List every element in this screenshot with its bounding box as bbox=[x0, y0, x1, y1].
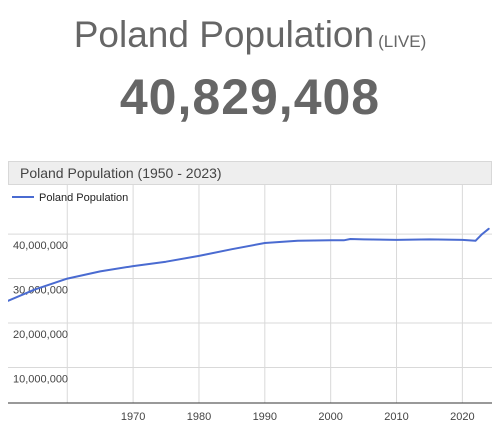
population-counter: 40,829,408 bbox=[119, 69, 381, 125]
y-tick-label: 10,000,000 bbox=[13, 373, 68, 385]
chart-title-bar: Poland Population (1950 - 2023) bbox=[8, 161, 492, 185]
x-tick-label: 2020 bbox=[450, 411, 474, 423]
page-header: Poland Population (LIVE) 40,829,408 bbox=[0, 0, 500, 150]
y-tick-label: 40,000,000 bbox=[13, 240, 68, 252]
x-tick-label: 2010 bbox=[384, 411, 408, 423]
page-title: Poland Population (LIVE) bbox=[0, 14, 500, 56]
x-tick-label: 2000 bbox=[318, 411, 342, 423]
series-line bbox=[8, 227, 490, 302]
x-tick-label: 1970 bbox=[121, 411, 145, 423]
title-text: Poland Population bbox=[73, 14, 375, 55]
legend-label: Poland Population bbox=[39, 192, 128, 204]
live-label: (LIVE) bbox=[378, 32, 427, 51]
x-tick-label: 1990 bbox=[253, 411, 277, 423]
y-tick-label: 20,000,000 bbox=[13, 329, 68, 341]
population-chart: 10,000,00020,000,00030,000,00040,000,000… bbox=[8, 185, 492, 423]
x-tick-label: 1980 bbox=[187, 411, 211, 423]
